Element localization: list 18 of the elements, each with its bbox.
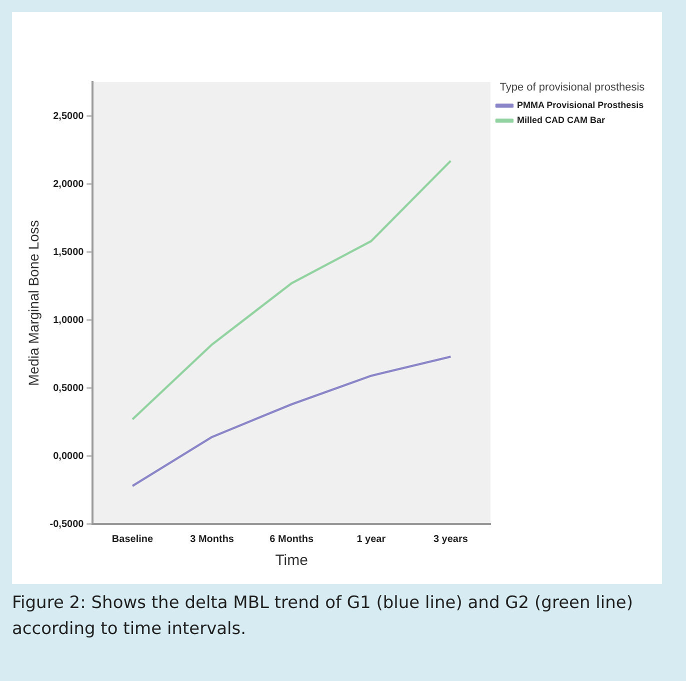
y-tick-label: 1,5000	[53, 246, 84, 258]
x-tick-label: 3 Months	[190, 534, 234, 545]
x-tick-label: 6 Months	[270, 534, 314, 545]
y-tick-label: 2,0000	[53, 178, 84, 190]
x-axis-title: Time	[275, 552, 308, 570]
legend-label: PMMA Provisional Prosthesis	[516, 100, 644, 110]
x-tick-label: Baseline	[112, 534, 154, 545]
y-tick-label: -0,5000	[50, 518, 84, 530]
legend-title: Type of provisional prosthesis	[500, 82, 646, 94]
y-tick-label: 0,5000	[53, 382, 84, 394]
x-tick-label: 3 years	[433, 534, 468, 545]
legend-label: Milled CAD CAM Bar	[516, 115, 606, 126]
caption: Figure 2: Shows the delta MBL trend of G1 (blue line) and G2 (green line) according to time intervals.	[12, 592, 634, 641]
x-tick-label: 1 year	[356, 534, 386, 545]
y-tick-label: 1,0000	[53, 314, 84, 326]
y-tick-label: 2,5000	[53, 110, 84, 122]
y-axis-title: Media Marginal Bone Loss	[25, 220, 42, 386]
y-tick-label: 0,0000	[53, 450, 84, 462]
